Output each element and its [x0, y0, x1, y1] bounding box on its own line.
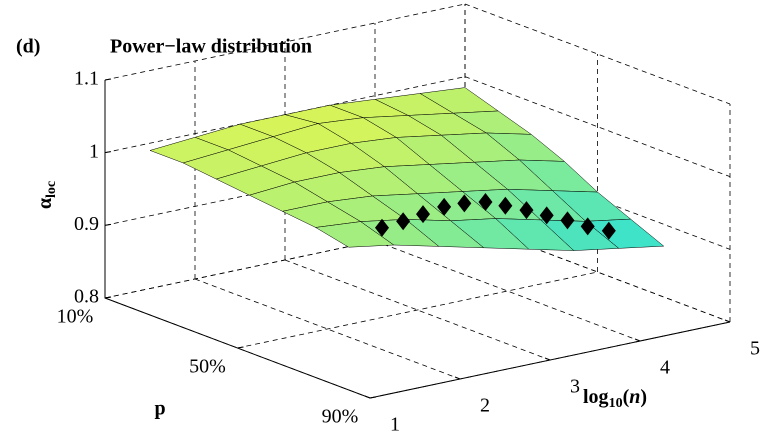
surface — [149, 87, 665, 251]
x-tick-label: 1 — [390, 414, 400, 436]
z-tick-label: 0.9 — [74, 213, 99, 235]
tick-mark — [104, 296, 112, 299]
tick-mark — [104, 223, 112, 226]
x-tick-label: 3 — [570, 376, 580, 398]
grid-line — [374, 240, 641, 342]
z-label-sub: loc — [44, 181, 59, 198]
chart-title: Power−law distribution — [110, 36, 312, 58]
x-label-end: ) — [640, 386, 647, 408]
grid-line — [464, 3, 731, 105]
grid-line — [284, 259, 551, 361]
tick-mark — [104, 78, 112, 81]
y-tick-label: 10% — [57, 306, 94, 328]
marker — [519, 201, 534, 220]
marker — [580, 217, 595, 236]
x-axis-label: log10(n) — [583, 386, 647, 412]
axis-line — [104, 80, 731, 399]
z-tick-label: 1.1 — [74, 68, 99, 90]
x-tick-label: 2 — [480, 395, 490, 417]
z-label-main: α — [34, 198, 56, 209]
y-axis-label: p — [154, 398, 165, 420]
marker — [539, 206, 554, 225]
x-tick-label: 4 — [660, 357, 670, 379]
tick-mark — [104, 151, 112, 154]
panel-label: (d) — [16, 36, 40, 58]
marker — [457, 194, 472, 213]
z-axis-label: αloc — [34, 181, 60, 209]
x-tick-label: 5 — [750, 338, 760, 360]
marker — [396, 212, 411, 231]
markers — [375, 193, 616, 240]
grid-line — [194, 278, 461, 380]
grid-line — [237, 271, 598, 349]
x-label-var: n — [629, 386, 640, 408]
y-tick-label: 50% — [189, 356, 226, 378]
marker — [478, 193, 493, 211]
marker — [601, 221, 616, 240]
z-tick-label: 0.8 — [74, 286, 99, 308]
x-label-main: log — [583, 386, 609, 408]
marker — [375, 218, 389, 237]
x-label-rest: ( — [623, 386, 630, 408]
x-label-sub: 10 — [609, 396, 623, 411]
tick-mark — [237, 346, 244, 349]
marker — [416, 205, 431, 224]
z-tick-label: 1 — [89, 140, 99, 162]
marker — [560, 211, 575, 230]
surface-patch — [314, 221, 395, 248]
grid-line — [104, 3, 466, 81]
y-tick-label: 90% — [322, 406, 359, 428]
marker — [498, 196, 513, 215]
grid-line — [464, 76, 731, 178]
marker — [437, 197, 452, 216]
